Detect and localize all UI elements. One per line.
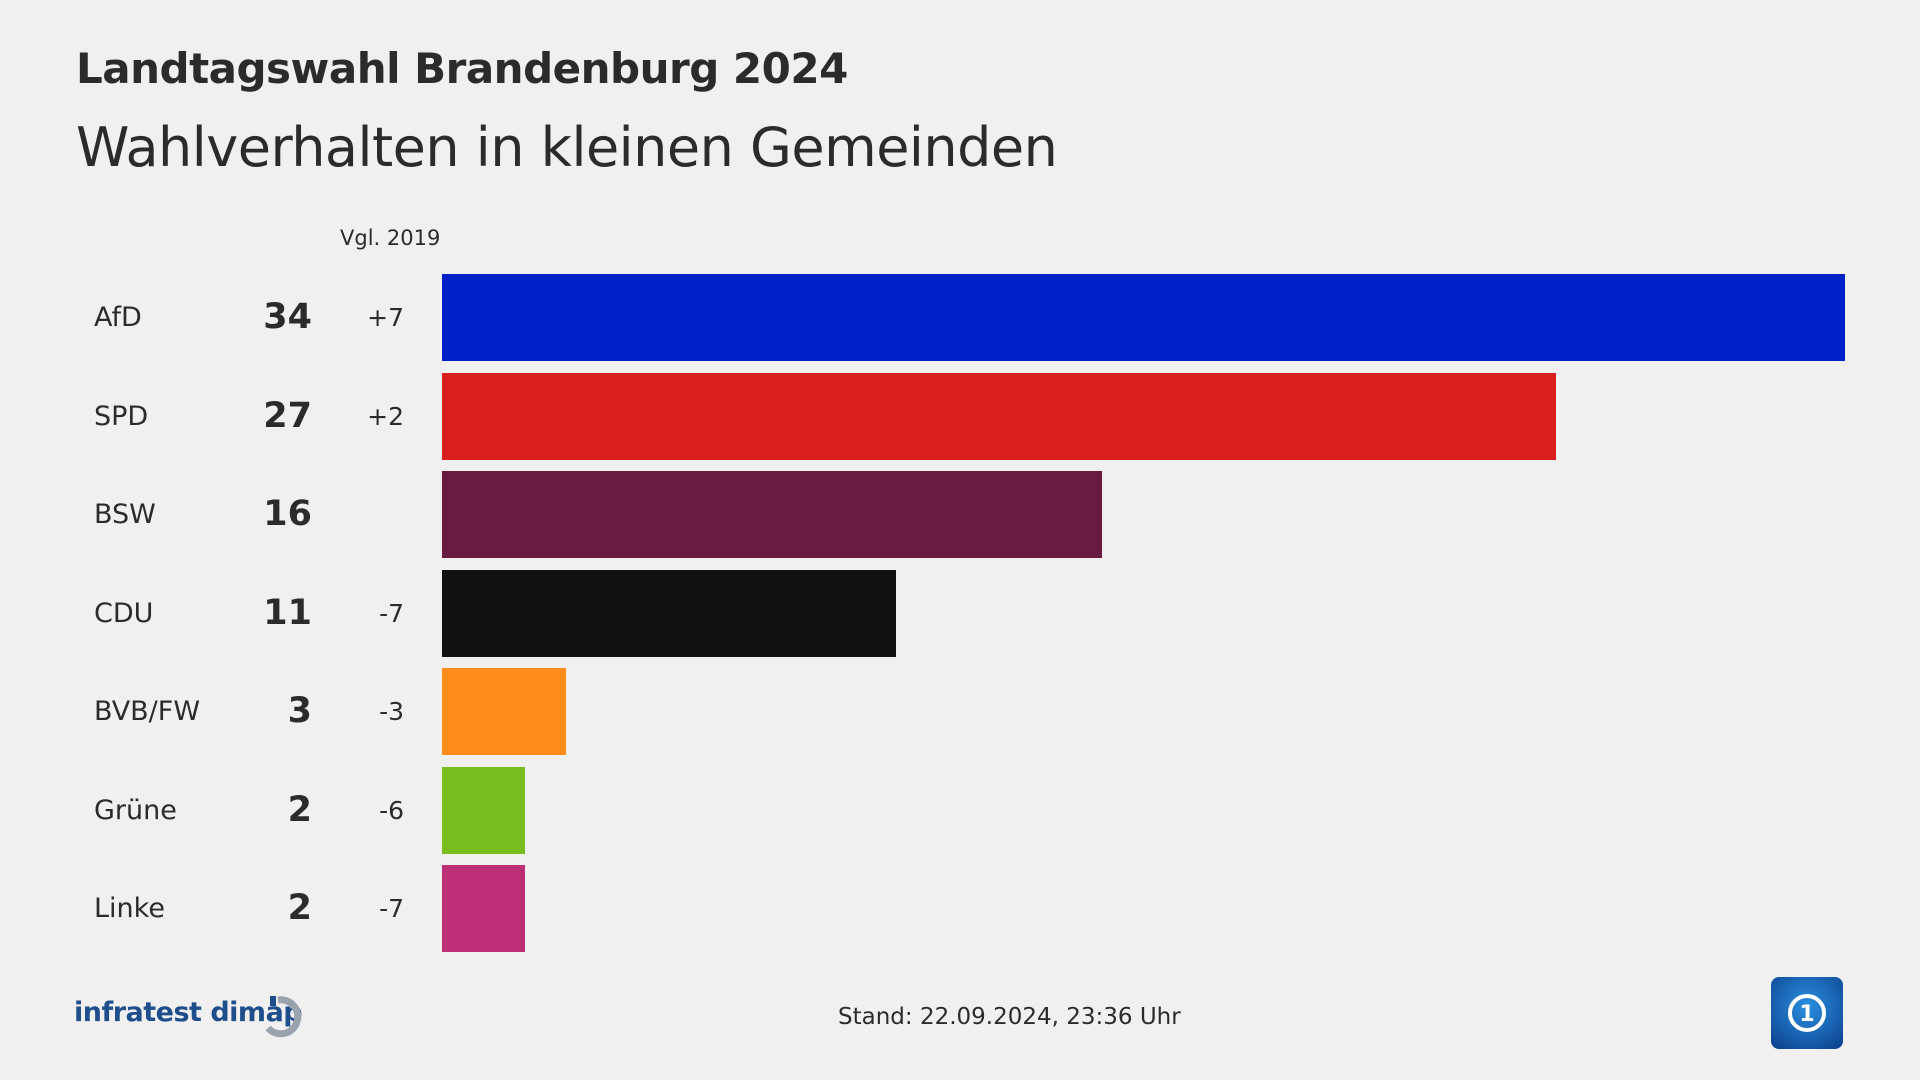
category-label: BVB/FW [94,696,201,727]
value-label: 16 [263,494,312,534]
change-label: +2 [367,401,404,431]
value-label: 11 [263,592,312,633]
value-label: 2 [287,888,312,928]
bar [442,865,525,952]
chart-title: Landtagswahl Brandenburg 2024 [76,44,848,93]
value-label: 2 [287,789,312,830]
category-label: Grüne [94,794,177,826]
bar-row: CDU 11 -7 [0,569,1920,657]
bar-row: BSW 16 [0,471,1920,558]
bar-row: AfD 34 +7 [0,274,1920,361]
bar [442,766,525,854]
infratest-dimap-logo-icon [265,996,302,1038]
bar [442,569,896,657]
infratest-dimap-logo: infratest dimap [74,997,303,1028]
chart-subtitle: Wahlverhalten in kleinen Gemeinden [76,116,1058,179]
category-label: AfD [94,302,142,333]
svg-text:1: 1 [1799,1002,1814,1027]
change-label: -6 [379,795,404,825]
bar [442,372,1557,460]
bar-row: Linke 2 -7 [0,865,1920,952]
change-header: Vgl. 2019 [340,226,441,250]
ard-one-icon: 1 [1788,994,1826,1032]
change-label: -7 [379,598,404,628]
bar [442,471,1103,558]
value-label: 34 [263,297,312,337]
bar [442,274,1845,361]
bar-row: Grüne 2 -6 [0,766,1920,854]
timestamp: Stand: 22.09.2024, 23:36 Uhr [838,1004,1181,1030]
change-label: +7 [367,303,404,332]
change-label: -7 [379,894,404,923]
change-label: -3 [379,697,404,726]
category-label: Linke [94,893,165,924]
bar-row: SPD 27 +2 [0,372,1920,460]
value-label: 3 [287,691,312,731]
category-label: BSW [94,499,156,530]
bar [442,668,566,755]
category-label: SPD [94,400,149,432]
ard-logo: 1 [1771,977,1843,1049]
value-label: 27 [263,395,312,436]
bar-row: BVB/FW 3 -3 [0,668,1920,755]
category-label: CDU [94,597,154,629]
